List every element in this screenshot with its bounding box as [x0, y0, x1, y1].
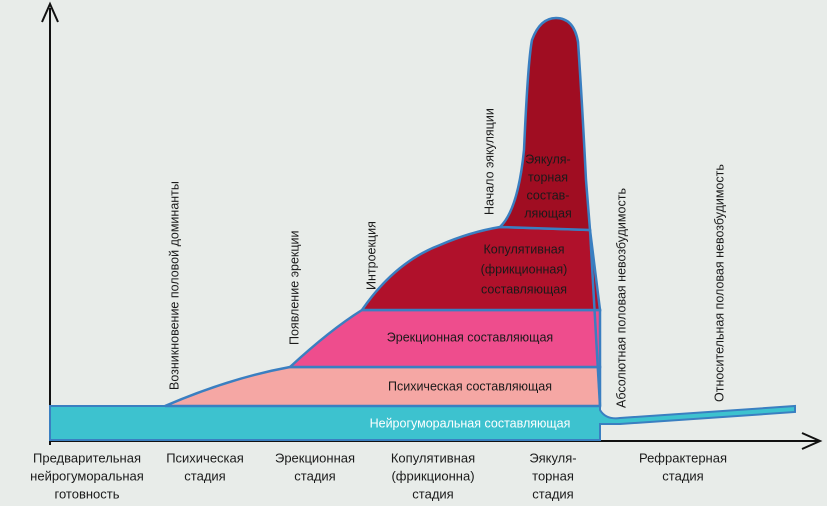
layer-label: ляющая — [524, 206, 571, 220]
layer-label: торная — [528, 170, 568, 184]
stage-label: стадия — [294, 468, 335, 483]
layer-label: Психическая составляющая — [388, 379, 552, 393]
y-axis-arrow — [41, 1, 59, 23]
stage-label: торная — [532, 468, 574, 483]
stage-label: готовность — [55, 486, 120, 501]
layer-label: (фрикционная) — [481, 262, 568, 276]
copulative-layer — [359, 225, 602, 312]
layer-label: Копулятивная — [483, 242, 564, 256]
stage-label: Психическая — [166, 450, 244, 465]
layer-label: Эякуля- — [525, 152, 570, 166]
stage-label: (фрикционна) — [391, 468, 474, 483]
stage-label: Копулятивная — [391, 450, 475, 465]
event-label: Возникновение половой доминанты — [167, 181, 181, 390]
ejaculatory-layer — [496, 16, 592, 232]
stage-label: Эякуля- — [529, 450, 576, 465]
edge — [588, 229, 602, 407]
stage-label: Эрекционная — [275, 450, 355, 465]
stage-label: Рефрактерная — [639, 450, 727, 465]
stage-label: стадия — [184, 468, 225, 483]
stage-label: стадия — [662, 468, 703, 483]
stage-label: Предварительная — [33, 450, 141, 465]
event-label: Относительная половая невозбудимость — [712, 164, 726, 402]
event-label: Начало эякуляции — [482, 108, 496, 215]
stage-label: стадия — [532, 486, 573, 501]
event-label: Абсолютная половая невозбудимость — [614, 188, 628, 408]
event-label: Появление эрекции — [287, 230, 301, 345]
layer-label: Эрекционная составляющая — [387, 330, 553, 344]
layer-label: Нейрогуморальная составляющая — [370, 416, 571, 430]
layer-label: составляющая — [481, 282, 567, 296]
layer-label: состав- — [527, 188, 570, 202]
event-label: Интроекция — [364, 221, 378, 290]
neurohumoral-layer — [49, 404, 796, 441]
stage-label: нейрогуморальная — [30, 468, 144, 483]
stage-label: стадия — [412, 486, 453, 501]
x-axis-arrow — [801, 432, 823, 450]
